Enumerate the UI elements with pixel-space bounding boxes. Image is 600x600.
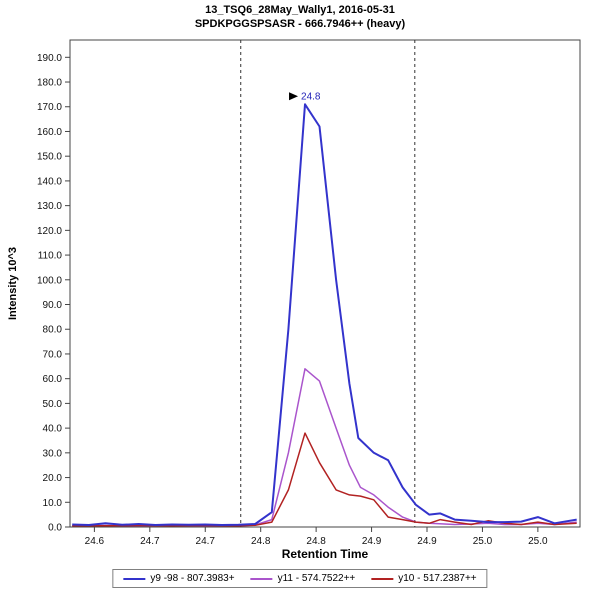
legend-label: y10 - 517.2387++: [398, 573, 477, 584]
y-tick-label: 160.0: [37, 127, 62, 138]
y-tick-label: 110.0: [38, 251, 63, 262]
x-tick-label: 24.9: [362, 536, 382, 547]
y-tick-label: 130.0: [37, 201, 62, 212]
y-tick-label: 190.0: [37, 53, 62, 64]
y-tick-label: 170.0: [37, 102, 62, 113]
x-tick-label: 24.6: [85, 536, 105, 547]
y-tick-label: 60.0: [43, 374, 63, 385]
y-axis-label: Intensity 10^3: [7, 247, 19, 320]
legend-swatch-icon: [250, 577, 273, 580]
y-tick-label: 0.0: [48, 523, 62, 534]
peak-annotation: 24.8: [301, 91, 321, 102]
legend-swatch-icon: [371, 577, 394, 580]
x-tick-label: 25.0: [473, 536, 493, 547]
x-tick-label: 24.9: [417, 536, 437, 547]
x-tick-label: 24.8: [251, 536, 271, 547]
legend-label: y11 - 574.7522++: [277, 573, 356, 584]
x-axis-label: Retention Time: [282, 547, 369, 561]
legend-item: y10 - 517.2387++: [371, 573, 477, 584]
y-tick-label: 70.0: [43, 349, 63, 360]
y-tick-label: 20.0: [43, 473, 63, 484]
legend-item: y9 -98 - 807.3983+: [123, 573, 235, 584]
legend-swatch-icon: [123, 577, 146, 580]
y-tick-label: 30.0: [43, 448, 63, 459]
peak-pointer-icon: [289, 92, 299, 101]
x-tick-label: 24.7: [140, 536, 160, 547]
y-tick-label: 180.0: [37, 78, 62, 89]
y-tick-label: 140.0: [37, 176, 62, 187]
y-tick-label: 120.0: [37, 226, 62, 237]
legend-label: y9 -98 - 807.3983+: [150, 573, 235, 584]
y-tick-label: 40.0: [43, 424, 63, 435]
y-tick-label: 90.0: [43, 300, 63, 311]
chart-title: 13_TSQ6_28May_Wally1, 2016-05-31: [205, 4, 395, 16]
series-line-y9[interactable]: [72, 103, 577, 526]
y-tick-label: 80.0: [43, 325, 63, 336]
x-tick-label: 24.7: [196, 536, 216, 547]
plot-area[interactable]: [69, 39, 581, 528]
x-tick-label: 25.0: [528, 536, 548, 547]
y-tick-label: 150.0: [37, 152, 62, 163]
chart-legend: y9 -98 - 807.3983+ y11 - 574.7522++ y10 - …: [112, 569, 488, 588]
y-tick-label: 10.0: [43, 498, 63, 509]
y-tick-label: 50.0: [43, 399, 63, 410]
chart-subtitle: SPDKPGGSPSASR - 666.7946++ (heavy): [194, 18, 406, 30]
legend-item: y11 - 574.7522++: [250, 573, 356, 584]
y-tick-label: 100.0: [37, 275, 62, 286]
x-tick-label: 24.8: [306, 536, 326, 547]
